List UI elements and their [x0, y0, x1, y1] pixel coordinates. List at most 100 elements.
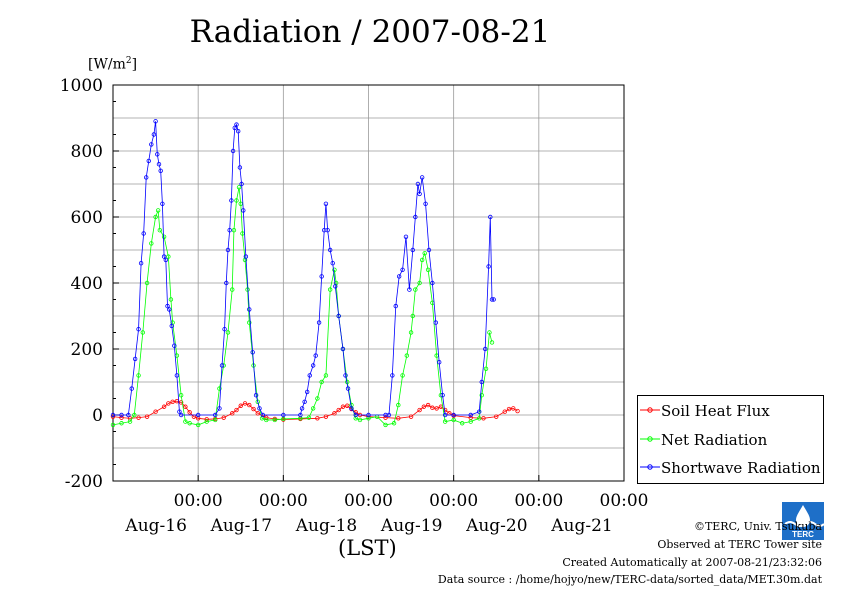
- x-tick-date-label: Aug-21: [550, 516, 612, 536]
- data-point: [415, 181, 421, 187]
- legend-swatch-blue: [640, 464, 660, 470]
- data-point: [157, 227, 163, 233]
- data-point: [423, 201, 428, 206]
- data-point: [319, 274, 324, 279]
- data-point: [204, 419, 209, 424]
- data-point: [264, 417, 269, 423]
- x-tick-date-label: Aug-16: [124, 516, 186, 536]
- data-point: [383, 415, 388, 420]
- data-point: [468, 419, 473, 424]
- data-point: [408, 330, 414, 335]
- data-point: [330, 261, 335, 266]
- data-point: [149, 241, 154, 246]
- data-point: [494, 414, 499, 419]
- data-point: [434, 406, 439, 411]
- data-point: [383, 422, 388, 428]
- data-point: [153, 214, 158, 220]
- data-point: [506, 406, 512, 412]
- data-point: [247, 402, 252, 408]
- x-tick-time-label: 00:00: [429, 491, 478, 511]
- legend: Soil Heat Flux Net Radiation Shortwave R…: [637, 395, 824, 484]
- data-point: [238, 403, 243, 408]
- data-point: [487, 330, 492, 335]
- series-line-1: [112, 187, 493, 426]
- data-point: [187, 410, 192, 415]
- y-axis-unit-label: [W/m2]: [88, 56, 138, 73]
- y-tick-label: 1000: [60, 76, 103, 96]
- data-point: [178, 393, 184, 398]
- data-point: [225, 330, 231, 335]
- data-point: [422, 251, 427, 256]
- data-point: [479, 379, 484, 385]
- data-point: [166, 254, 171, 259]
- x-tick-date-label: Aug-17: [210, 516, 272, 536]
- data-point: [119, 412, 124, 418]
- y-tick-label: 400: [71, 274, 103, 294]
- data-point: [144, 175, 149, 180]
- data-point: [391, 421, 397, 426]
- data-point: [340, 404, 346, 409]
- data-point: [187, 421, 192, 426]
- data-point: [304, 389, 310, 395]
- terc-logo: TERC: [782, 502, 824, 540]
- data-point: [178, 412, 184, 418]
- data-point: [163, 257, 169, 263]
- data-point: [161, 234, 167, 239]
- data-point: [316, 320, 322, 325]
- data-point: [340, 346, 346, 352]
- data-point: [440, 393, 445, 398]
- x-tick-date-label: Aug-20: [465, 516, 527, 536]
- data-point: [327, 247, 333, 253]
- data-point: [407, 287, 412, 292]
- footer-observed: Observed at TERC Tower site: [657, 538, 822, 551]
- data-point: [488, 214, 493, 220]
- data-point: [144, 280, 150, 286]
- data-point: [366, 412, 371, 418]
- data-point: [408, 414, 414, 419]
- legend-item-shortwave-radiation: Shortwave Radiation: [638, 454, 823, 482]
- legend-swatch-red: [640, 407, 660, 413]
- data-point: [153, 409, 158, 414]
- footer-copyright: ©TERC, Univ. Tsukuba: [693, 520, 822, 533]
- data-point: [241, 208, 246, 213]
- data-point: [231, 227, 237, 233]
- data-point: [158, 168, 163, 173]
- data-point: [353, 412, 358, 418]
- data-point: [332, 267, 337, 272]
- data-point: [253, 393, 259, 398]
- data-point: [433, 320, 438, 325]
- data-point: [161, 254, 167, 259]
- data-point: [217, 386, 222, 391]
- data-point: [219, 363, 225, 368]
- legend-label: Shortwave Radiation: [661, 459, 821, 477]
- data-point: [204, 417, 209, 422]
- data-point: [217, 406, 222, 411]
- data-point: [403, 234, 409, 239]
- data-point: [417, 407, 422, 413]
- data-point: [144, 414, 150, 419]
- data-point: [426, 247, 432, 253]
- data-point: [169, 323, 174, 329]
- data-point: [299, 406, 305, 411]
- data-point: [156, 161, 162, 167]
- data-point: [479, 393, 484, 398]
- data-point: [239, 181, 244, 187]
- data-point: [165, 303, 170, 309]
- data-point: [417, 191, 422, 197]
- data-point: [436, 360, 442, 365]
- y-tick-label: 200: [71, 340, 103, 360]
- footer-created: Created Automatically at 2007-08-21/23:3…: [562, 556, 822, 569]
- data-point: [247, 320, 252, 325]
- data-point: [255, 411, 260, 416]
- data-point: [136, 415, 141, 420]
- data-point: [396, 416, 401, 421]
- data-point: [310, 363, 316, 368]
- data-point: [319, 379, 324, 385]
- data-point: [232, 125, 237, 131]
- data-point: [336, 407, 341, 413]
- data-point: [421, 404, 427, 409]
- data-point: [325, 227, 330, 233]
- data-point: [430, 280, 435, 286]
- data-point: [151, 132, 157, 137]
- data-point: [234, 122, 239, 127]
